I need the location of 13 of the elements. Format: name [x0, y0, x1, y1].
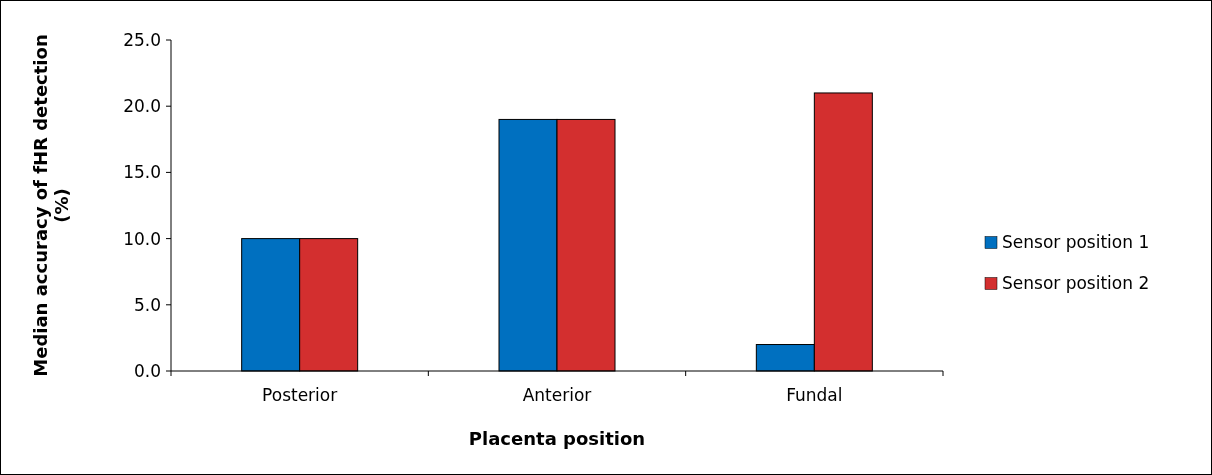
x-axis-title: Placenta position: [468, 428, 646, 449]
x-tick-label: Anterior: [522, 385, 592, 405]
legend-label: Sensor position 2: [1002, 273, 1150, 294]
y-tick-label: 10.0: [123, 228, 161, 249]
y-tick-label: 5.0: [133, 294, 161, 315]
x-tick-label: Fundal: [786, 385, 843, 405]
y-axis-title: Median accuracy of fHR detection (%): [29, 34, 73, 377]
y-tick-label: 20.0: [123, 96, 161, 117]
y-tick-label: 25.0: [123, 29, 161, 50]
legend-label: Sensor position 1: [1002, 232, 1150, 253]
x-tick-label: Posterior: [262, 385, 338, 405]
y-tick-label: 15.0: [123, 162, 161, 183]
y-tick-label: 0.0: [133, 360, 161, 381]
